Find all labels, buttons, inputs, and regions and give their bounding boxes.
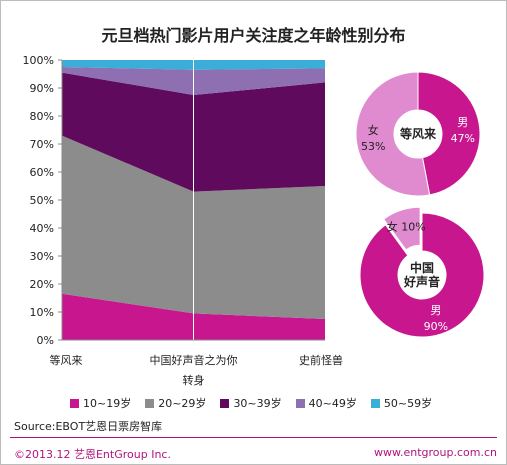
legend-swatch [295, 398, 305, 408]
legend-label: 40~49岁 [308, 397, 357, 410]
pie-center-label-line: 等风来 [399, 126, 437, 141]
legend-item: 20~29岁 [145, 395, 206, 411]
legend-label: 20~29岁 [158, 397, 207, 410]
x-tick-label-line: 等风来 [50, 353, 83, 367]
y-tick-label: 80% [30, 110, 54, 123]
y-tick-label: 90% [30, 82, 54, 95]
x-tick-label: 中国好声音之为你转身 [150, 353, 238, 387]
pie-center-label: 中国好声音 [403, 260, 440, 289]
pie-slice-value: 90% [424, 320, 448, 333]
y-tick-label: 60% [30, 166, 54, 179]
pie-center-label-line: 好声音 [403, 274, 440, 289]
pie-slice-label: 女 10% [387, 219, 426, 233]
pie-center-label: 等风来 [399, 126, 437, 141]
pie-slice-value: 53% [361, 140, 385, 153]
pie-slice-name: 男 [457, 116, 468, 129]
legend-swatch [145, 398, 155, 408]
source-note: Source:EBOT艺恩日票房智库 [14, 420, 163, 433]
y-tick-label: 20% [30, 278, 54, 291]
y-tick-label: 70% [30, 138, 54, 151]
x-tick-label-line: 转身 [183, 373, 205, 387]
legend-swatch [220, 398, 230, 408]
chart-legend: 10~19岁 20~29岁 30~39岁 40~49岁 50~59岁 [70, 395, 432, 411]
x-tick-label: 史前怪兽 [299, 353, 343, 367]
pie-slice-2 [355, 71, 431, 197]
pie-slice-label: 男 47% [451, 116, 475, 145]
pie-slice-1 [359, 212, 485, 338]
legend-item: 30~39岁 [220, 395, 282, 411]
x-tick-label: 等风来 [50, 353, 83, 367]
pie-chart-haoshengyin: 男 90% 女 10% 中国好声音 [359, 206, 485, 338]
pie-chart-dengfenglai: 男 47% 女 53% 等风来 [355, 71, 481, 197]
pie-slice-value: 47% [451, 132, 475, 145]
x-tick-label-line: 中国好声音之为你 [150, 353, 238, 367]
website-text: www.entgroup.com.cn [374, 446, 497, 459]
pie-slice-label: 男 90% [424, 304, 448, 333]
legend-item: 40~49岁 [295, 395, 357, 411]
area-chart [62, 60, 325, 340]
legend-label: 50~59岁 [383, 397, 433, 410]
pie-slice-name: 男 [430, 304, 441, 317]
legend-label: 30~39岁 [233, 397, 282, 410]
pie-slice-1 [417, 71, 481, 196]
pie-slice-name: 女 [368, 123, 379, 137]
pie-slice-label: 女 53% [361, 123, 385, 153]
y-tick-label: 0% [37, 334, 54, 347]
legend-swatch [370, 398, 380, 408]
y-tick-label: 10% [30, 306, 54, 319]
legend-swatch [70, 398, 79, 408]
y-tick-label: 100% [23, 54, 54, 67]
y-tick-label: 40% [30, 222, 54, 235]
y-tick-label: 50% [30, 194, 54, 207]
y-tick-label: 30% [30, 250, 54, 263]
copyright-text: ©2013.12 艺恩EntGroup Inc. [14, 448, 171, 461]
chart-title: 元旦档热门影片用户关注度之年龄性别分布 [101, 26, 406, 45]
legend-item: 10~19岁 [70, 395, 131, 411]
pie-slice-2 [383, 206, 421, 251]
area-chart-axes: 0% 10% 20% 30% 40% 50% 60% 70% 80% 90% 100% 等风来 中国好声… [23, 54, 343, 387]
footer-divider [10, 437, 497, 438]
x-tick-label-line: 史前怪兽 [299, 353, 343, 367]
legend-label: 10~19岁 [83, 397, 132, 410]
pie-center-label-line: 中国 [410, 260, 434, 275]
legend-item: 50~59岁 [370, 395, 433, 411]
